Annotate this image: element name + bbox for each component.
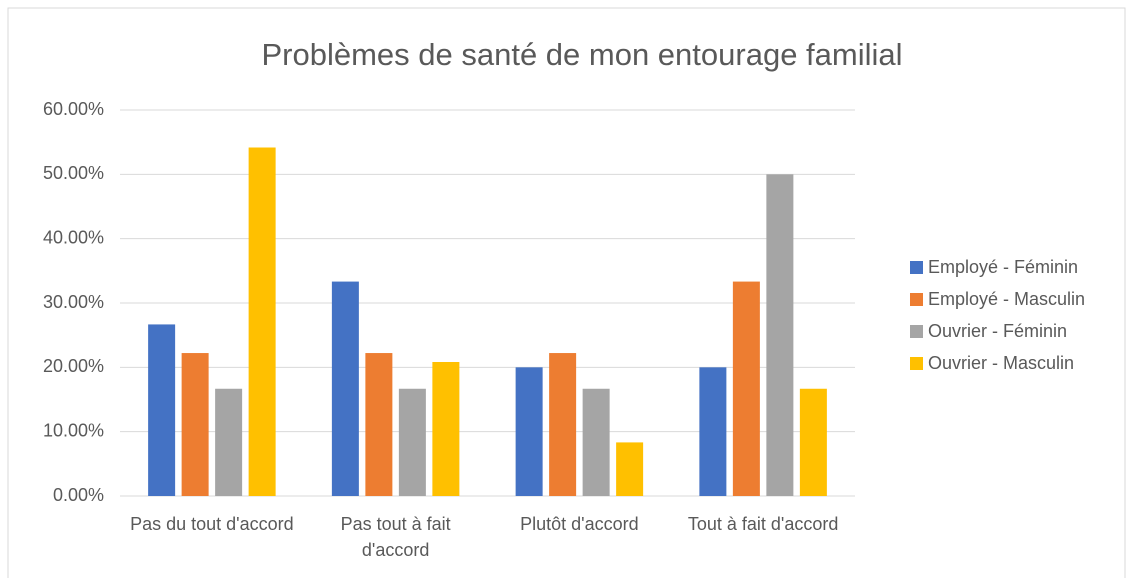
bar <box>799 388 827 496</box>
bar <box>398 388 426 496</box>
x-tick-label: Pas tout à fait d'accord <box>340 514 451 560</box>
x-tick-label: Pas du tout d'accord <box>130 514 294 534</box>
legend-swatch <box>910 293 923 306</box>
y-tick-label: 0.00% <box>53 485 104 505</box>
x-tick-label: Plutôt d'accord <box>520 514 639 534</box>
legend-label: Employé - Masculin <box>928 289 1085 309</box>
bar <box>582 388 610 496</box>
bar <box>432 361 460 496</box>
y-tick-label: 10.00% <box>43 420 104 440</box>
bar <box>148 324 176 496</box>
legend-label: Employé - Féminin <box>928 257 1078 277</box>
bar <box>699 367 727 496</box>
legend-swatch <box>910 357 923 370</box>
y-tick-label: 60.00% <box>43 99 104 119</box>
bar <box>766 174 794 497</box>
bar <box>248 147 276 496</box>
bar <box>365 353 393 496</box>
legend-swatch <box>910 325 923 338</box>
bar <box>181 353 209 496</box>
legend-label: Ouvrier - Masculin <box>928 353 1074 373</box>
bar <box>515 367 543 496</box>
bar <box>732 281 760 496</box>
bar <box>215 388 243 496</box>
y-tick-label: 30.00% <box>43 292 104 312</box>
legend-label: Ouvrier - Féminin <box>928 321 1067 341</box>
y-tick-label: 40.00% <box>43 227 104 247</box>
x-tick-label: Tout à fait d'accord <box>687 514 839 534</box>
y-tick-label: 50.00% <box>43 163 104 183</box>
bar <box>616 442 644 496</box>
y-tick-label: 20.00% <box>43 356 104 376</box>
bar <box>549 353 577 496</box>
chart-border <box>7 7 1126 578</box>
legend-swatch <box>910 261 923 274</box>
bar <box>331 281 359 496</box>
chart-title: Problèmes de santé de mon entourage fami… <box>261 37 902 72</box>
